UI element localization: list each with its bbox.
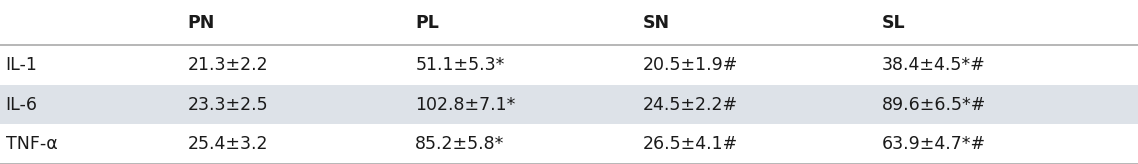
Text: SL: SL — [882, 14, 906, 32]
Text: 63.9±4.7*#: 63.9±4.7*# — [882, 135, 986, 153]
Text: TNF-α: TNF-α — [6, 135, 57, 153]
Text: 102.8±7.1*: 102.8±7.1* — [415, 96, 516, 113]
Text: SN: SN — [643, 14, 670, 32]
Bar — [0, 45, 1138, 85]
Text: PL: PL — [415, 14, 439, 32]
Text: 25.4±3.2: 25.4±3.2 — [188, 135, 269, 153]
Text: 20.5±1.9#: 20.5±1.9# — [643, 56, 739, 74]
Text: IL-6: IL-6 — [6, 96, 38, 113]
Text: IL-1: IL-1 — [6, 56, 38, 74]
Text: 38.4±4.5*#: 38.4±4.5*# — [882, 56, 986, 74]
Text: 51.1±5.3*: 51.1±5.3* — [415, 56, 505, 74]
Text: 24.5±2.2#: 24.5±2.2# — [643, 96, 739, 113]
Text: 23.3±2.5: 23.3±2.5 — [188, 96, 269, 113]
Bar — [0, 124, 1138, 164]
Text: 85.2±5.8*: 85.2±5.8* — [415, 135, 505, 153]
Bar — [0, 85, 1138, 124]
Text: PN: PN — [188, 14, 215, 32]
Text: 89.6±6.5*#: 89.6±6.5*# — [882, 96, 987, 113]
Text: 26.5±4.1#: 26.5±4.1# — [643, 135, 739, 153]
Text: 21.3±2.2: 21.3±2.2 — [188, 56, 269, 74]
